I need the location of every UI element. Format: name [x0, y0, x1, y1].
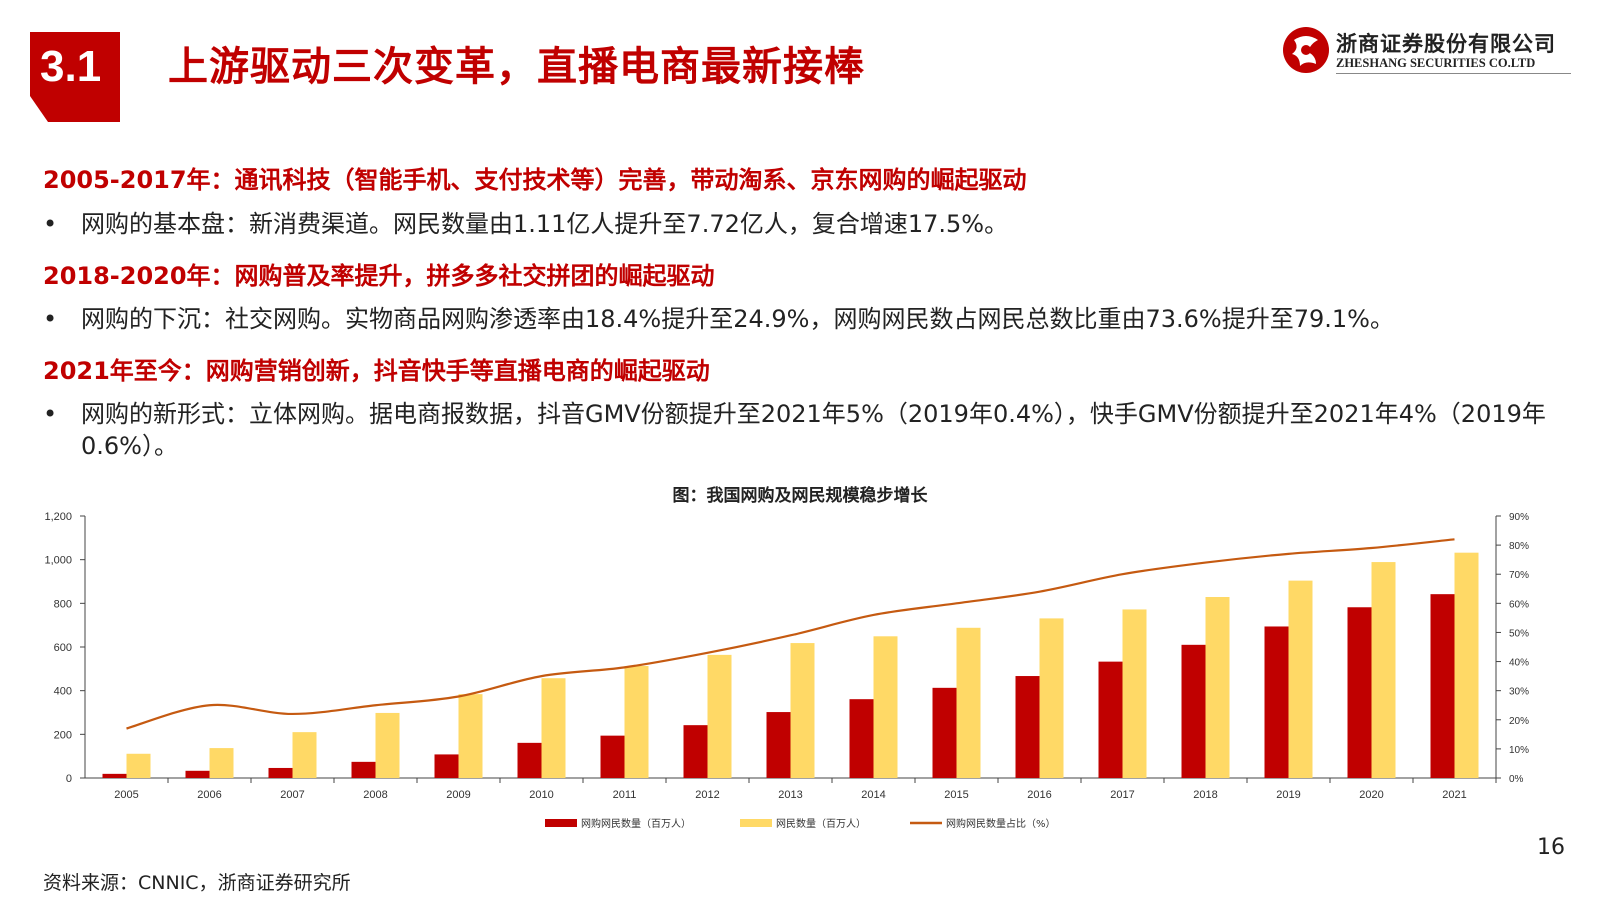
page-number: 16	[1537, 835, 1565, 860]
y-right-tick-label: 60%	[1509, 599, 1529, 610]
x-tick-label: 2007	[280, 789, 304, 801]
y-right-tick-label: 30%	[1509, 687, 1529, 698]
bullet-dot: •	[43, 210, 58, 238]
bullet-online-base: • 网购的基本盘：新消费渠道。网民数量由1.11亿人提升至7.72亿人，复合增速…	[43, 208, 1563, 240]
data-source: 资料来源：CNNIC，浙商证券研究所	[43, 872, 351, 894]
bar-online-shoppers	[600, 735, 625, 778]
bullet-text: 网购的下沉：社交网购。实物商品网购渗透率由18.4%提升至24.9%，网购网民数…	[81, 305, 1394, 333]
bar-online-shoppers	[185, 770, 210, 778]
bar-netizens	[1122, 609, 1147, 778]
logo-company-name-en: ZHESHANG SECURITIES CO.LTD	[1336, 56, 1536, 70]
legend-swatch	[545, 819, 577, 827]
bar-online-shoppers	[1430, 594, 1455, 778]
bar-online-shoppers	[683, 725, 708, 778]
bar-online-shoppers	[849, 699, 874, 778]
bullet-live-commerce: • 网购的新形式：立体网购。据电商报数据，抖音GMV份额提升至2021年5%（2…	[43, 398, 1563, 462]
bar-online-shoppers	[1015, 676, 1040, 778]
y-left-tick-label: 200	[54, 729, 72, 741]
bar-online-shoppers	[268, 767, 293, 778]
logo-mark-icon	[1283, 27, 1329, 73]
bullet-text: 网购的新形式：立体网购。据电商报数据，抖音GMV份额提升至2021年5%（201…	[81, 400, 1546, 460]
x-tick-label: 2019	[1276, 789, 1300, 801]
legend-label: 网民数量（百万人）	[776, 817, 866, 830]
bullet-social-shopping: • 网购的下沉：社交网购。实物商品网购渗透率由18.4%提升至24.9%，网购网…	[43, 303, 1563, 335]
y-left-tick-label: 1,000	[44, 555, 72, 567]
bar-netizens	[790, 643, 815, 778]
legend-label: 网购网民数量占比（%）	[946, 817, 1056, 830]
bar-online-shoppers	[102, 773, 127, 778]
bar-netizens	[1371, 562, 1396, 778]
legend-swatch	[740, 819, 772, 827]
bullet-dot: •	[43, 305, 58, 333]
x-tick-label: 2011	[613, 789, 637, 801]
bar-netizens	[873, 636, 898, 778]
x-tick-label: 2008	[363, 789, 387, 801]
bar-netizens	[707, 654, 732, 778]
y-right-tick-label: 0%	[1509, 774, 1524, 785]
chart-title: 图：我国网购及网民规模稳步增长	[672, 486, 928, 506]
logo-company-name-cn: 浙商证券股份有限公司	[1336, 32, 1556, 56]
bar-netizens	[1039, 618, 1064, 778]
badge-notch	[30, 96, 48, 122]
bar-netizens	[375, 712, 400, 778]
bar-netizens	[126, 753, 151, 778]
section-number-badge: 3.1	[30, 32, 120, 122]
y-left-tick-label: 400	[54, 686, 72, 698]
heading-2021-now: 2021年至今：网购营销创新，抖音快手等直播电商的崛起驱动	[43, 357, 710, 385]
bar-netizens	[458, 694, 483, 778]
bar-online-shoppers	[351, 761, 376, 778]
y-left-tick-label: 1,200	[44, 511, 72, 523]
company-logo: 浙商证券股份有限公司 ZHESHANG SECURITIES CO.LTD	[1282, 26, 1572, 78]
bullet-dot: •	[43, 400, 58, 428]
y-right-tick-label: 70%	[1509, 570, 1529, 581]
y-right-tick-label: 10%	[1509, 745, 1529, 756]
legend-label: 网购网民数量（百万人）	[581, 817, 691, 830]
page-title: 上游驱动三次变革，直播电商最新接棒	[168, 44, 865, 90]
x-tick-label: 2014	[861, 789, 885, 801]
y-right-tick-label: 50%	[1509, 628, 1529, 639]
section-number: 3.1	[40, 42, 102, 91]
bar-netizens	[956, 627, 981, 778]
bar-online-shoppers	[932, 687, 957, 778]
x-tick-label: 2017	[1110, 789, 1134, 801]
y-right-tick-label: 90%	[1509, 512, 1529, 523]
bar-online-shoppers	[766, 712, 791, 778]
x-tick-label: 2013	[778, 789, 802, 801]
x-tick-label: 2010	[529, 789, 553, 801]
x-tick-label: 2016	[1027, 789, 1051, 801]
x-tick-label: 2018	[1193, 789, 1217, 801]
bar-netizens	[209, 748, 234, 778]
x-tick-label: 2012	[695, 789, 719, 801]
y-right-tick-label: 20%	[1509, 716, 1529, 727]
bar-netizens	[292, 732, 317, 778]
bar-netizens	[1454, 552, 1479, 778]
x-tick-label: 2006	[197, 789, 221, 801]
bar-online-shoppers	[1181, 644, 1206, 778]
x-tick-label: 2009	[446, 789, 470, 801]
bar-online-shoppers	[1264, 626, 1289, 778]
bar-online-shoppers	[1347, 607, 1372, 778]
bar-netizens	[541, 678, 566, 778]
x-tick-label: 2020	[1359, 789, 1383, 801]
logo-divider	[1336, 73, 1571, 74]
heading-2005-2017: 2005-2017年：通讯科技（智能手机、支付技术等）完善，带动淘系、京东网购的…	[43, 166, 1027, 194]
heading-2018-2020: 2018-2020年：网购普及率提升，拼多多社交拼团的崛起驱动	[43, 262, 715, 290]
bar-online-shoppers	[1098, 661, 1123, 778]
bar-netizens	[1288, 580, 1313, 778]
y-right-tick-label: 80%	[1509, 541, 1529, 552]
y-left-tick-label: 800	[54, 598, 72, 610]
x-tick-label: 2005	[114, 789, 138, 801]
y-left-tick-label: 0	[66, 773, 72, 785]
x-tick-label: 2015	[944, 789, 968, 801]
bar-netizens	[1205, 597, 1230, 778]
bar-online-shoppers	[517, 742, 542, 778]
x-tick-label: 2021	[1442, 789, 1466, 801]
line-share-of-online-shoppers	[126, 538, 1455, 730]
bar-online-shoppers	[434, 754, 459, 778]
y-right-tick-label: 40%	[1509, 658, 1529, 669]
bullet-text: 网购的基本盘：新消费渠道。网民数量由1.11亿人提升至7.72亿人，复合增速17…	[81, 210, 1009, 238]
bar-netizens	[624, 665, 649, 778]
y-left-tick-label: 600	[54, 642, 72, 654]
